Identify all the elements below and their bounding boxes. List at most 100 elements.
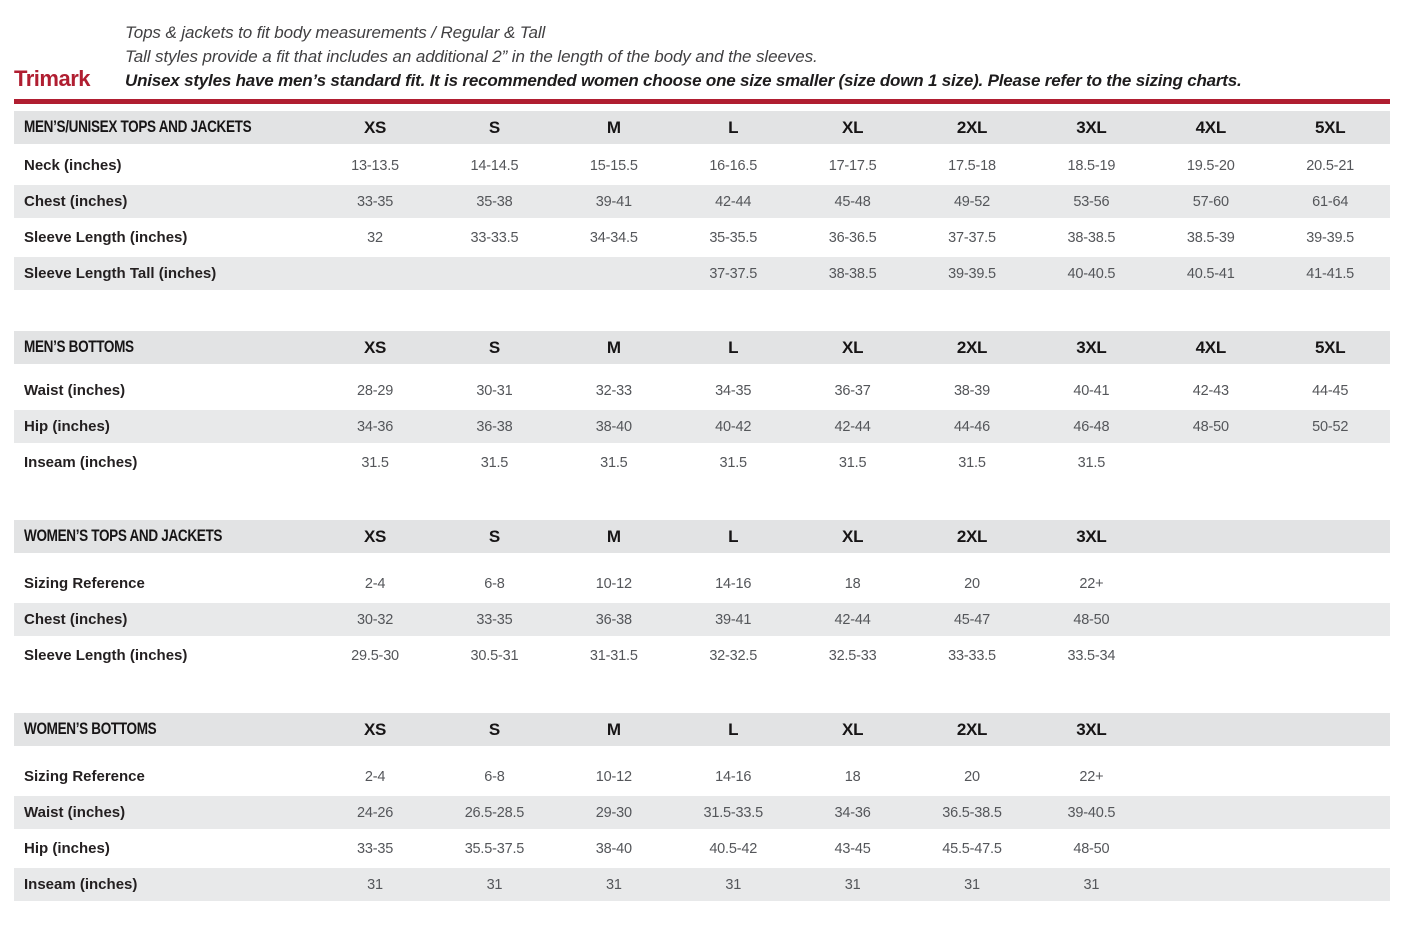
value-cell: 22+ (1079, 575, 1104, 592)
table-title-text: MEN’S BOTTOMS (24, 338, 134, 356)
value-cell: 53-56 (1073, 193, 1110, 210)
value-cell: 17.5-18 (948, 157, 996, 174)
value-cell: 39-41 (715, 611, 752, 628)
value-cell: 18.5-19 (1067, 157, 1116, 174)
value-cell: 28-29 (356, 382, 394, 399)
value-cell: 40.5-41 (1186, 265, 1235, 282)
size-column-header: M (606, 526, 621, 546)
value-cell: 31.5-33.5 (703, 804, 763, 821)
value-cell: 40.5-42 (709, 840, 758, 857)
value-cell: 33-33.5 (470, 229, 519, 246)
size-column-header: L (728, 117, 739, 137)
value-cell: 43-45 (834, 840, 871, 857)
value-cell: 31.5 (1077, 454, 1106, 471)
table-header-row: WOMEN’S BOTTOMS XS S M L XL 2XL 3XL (14, 713, 1390, 746)
table-row-sizing-reference: Sizing Reference 2-4 6-8 10-12 14-16 18 20 22+ (14, 760, 1390, 793)
table-row-inseam-inches: Inseam (inches) 31 31 31 31 31 31 31 (14, 868, 1390, 901)
value-cell: 36-36.5 (828, 229, 877, 246)
value-cell: 31-31.5 (589, 647, 638, 664)
value-cell: 6-8 (484, 575, 505, 592)
value-cell: 34-36 (356, 418, 394, 435)
value-cell: 10-12 (595, 575, 632, 592)
value-cell: 35.5-37.5 (464, 840, 525, 857)
value-cell: 16-16.5 (709, 157, 758, 174)
size-column-header: M (606, 719, 621, 739)
row-label: Waist (inches) (24, 382, 126, 399)
table-row-hip-inches: Hip (inches) 33-35 35.5-37.5 38-40 40.5-42 43… (14, 832, 1390, 865)
value-cell: 34-36 (834, 804, 871, 821)
size-column-header: XS (364, 337, 387, 357)
row-label: Sizing Reference (24, 575, 145, 592)
value-cell: 33-35 (476, 611, 513, 628)
value-cell: 39-39.5 (1306, 229, 1355, 246)
value-cell: 2-4 (364, 768, 386, 785)
value-cell: 31 (605, 876, 622, 893)
value-cell: 31 (964, 876, 980, 893)
table-row-chest-inches: Chest (inches) 33-35 35-38 39-41 42-44 45-48 4… (14, 185, 1390, 218)
table-row-neck-inches: Neck (inches) 13-13.5 14-14.5 15-15.5 16-16.… (14, 149, 1390, 182)
value-cell: 38.5-39 (1186, 229, 1235, 246)
value-cell: 36.5-38.5 (942, 804, 1002, 821)
value-cell: 38-38.5 (1067, 229, 1116, 246)
value-cell: 36-37 (834, 382, 871, 399)
sizing-table-women-s-tops-and-jackets: WOMEN’S TOPS AND JACKETS XS S M L XL 2XL 3XL Siz… (14, 520, 1390, 672)
size-column-header: S (488, 117, 500, 137)
value-cell: 31.5 (838, 454, 867, 471)
value-cell: 13-13.5 (351, 157, 399, 174)
row-label: Sleeve Length (inches) (24, 647, 188, 664)
table-title: WOMEN’S TOPS AND JACKETS (14, 527, 315, 546)
value-cell: 42-43 (1192, 382, 1229, 399)
row-label: Inseam (inches) (24, 876, 138, 893)
brand-logo: Trimark (14, 66, 91, 91)
value-cell: 45-48 (834, 193, 871, 210)
size-column-header: 5XL (1315, 117, 1346, 137)
value-cell: 48-50 (1073, 611, 1110, 628)
value-cell: 33.5-34 (1067, 647, 1116, 664)
value-cell: 32-33 (595, 382, 632, 399)
table-row-waist-inches: Waist (inches) 28-29 30-31 32-33 34-35 36-37 3… (14, 374, 1390, 407)
size-column-header: 4XL (1195, 117, 1227, 137)
table-row-sleeve-length-inches: Sleeve Length (inches) 29.5-30 30.5-31 31-3… (14, 639, 1390, 672)
value-cell: 33-33.5 (948, 647, 996, 664)
row-label: Inseam (inches) (24, 454, 138, 471)
sizing-table-men-s-unisex-tops-and-jackets: MEN’S/UNISEX TOPS AND JACKETS XS S M L XL 2XL 3… (14, 111, 1390, 290)
value-cell: 14-16 (715, 575, 752, 592)
value-cell: 61-64 (1312, 193, 1349, 210)
value-cell: 42-44 (834, 611, 871, 628)
size-column-header: 5XL (1315, 337, 1346, 357)
value-cell: 44-46 (953, 418, 991, 435)
table-row-sizing-reference: Sizing Reference 2-4 6-8 10-12 14-16 18 20 22+ (14, 567, 1390, 600)
intro-line-3: Unisex styles have men’s standard fit. I… (125, 71, 1242, 90)
table-header-row: MEN’S BOTTOMS XS S M L XL 2XL 3XL 4XL 5XL (14, 331, 1390, 364)
table-row-chest-inches: Chest (inches) 30-32 33-35 36-38 39-41 42-44 4… (14, 603, 1390, 636)
row-label: Sizing Reference (24, 768, 145, 785)
size-column-header: L (728, 526, 739, 546)
value-cell: 31.5 (719, 454, 748, 471)
size-column-header: XS (364, 719, 387, 739)
table-title: MEN’S/UNISEX TOPS AND JACKETS (14, 118, 315, 137)
value-cell: 10-12 (595, 768, 632, 785)
value-cell: 31 (725, 876, 742, 893)
value-cell: 31.5 (958, 454, 986, 471)
page-header: Trimark Tops & jackets to fit body measu… (0, 0, 1404, 93)
row-label: Hip (inches) (24, 418, 110, 435)
size-column-header: S (488, 526, 500, 546)
value-cell: 57-60 (1192, 193, 1229, 210)
value-cell: 46-48 (1073, 418, 1110, 435)
size-column-header: 2XL (956, 719, 988, 739)
value-cell: 45-47 (953, 611, 991, 628)
value-cell: 44-45 (1312, 382, 1349, 399)
table-title: WOMEN’S BOTTOMS (14, 720, 315, 739)
value-cell: 31 (844, 876, 861, 893)
row-label: Sleeve Length (inches) (24, 229, 188, 246)
table-row-waist-inches: Waist (inches) 24-26 26.5-28.5 29-30 31.5-33… (14, 796, 1390, 829)
table-row-sleeve-length-inches: Sleeve Length (inches) 32 33-33.5 34-34.5 35… (14, 221, 1390, 254)
row-label: Sleeve Length Tall (inches) (24, 265, 217, 282)
value-cell: 14-14.5 (470, 157, 519, 174)
size-column-header: 3XL (1076, 719, 1107, 739)
table-header-row: MEN’S/UNISEX TOPS AND JACKETS XS S M L XL 2XL 3… (14, 111, 1390, 144)
intro-line-1: Tops & jackets to fit body measurements … (125, 23, 546, 42)
value-cell: 31 (1083, 876, 1100, 893)
size-column-header: S (488, 337, 500, 357)
value-cell: 33-35 (356, 193, 394, 210)
